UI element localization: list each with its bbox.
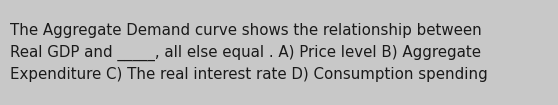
Text: The Aggregate Demand curve shows the relationship between
Real GDP and _____, al: The Aggregate Demand curve shows the rel… xyxy=(10,23,488,82)
